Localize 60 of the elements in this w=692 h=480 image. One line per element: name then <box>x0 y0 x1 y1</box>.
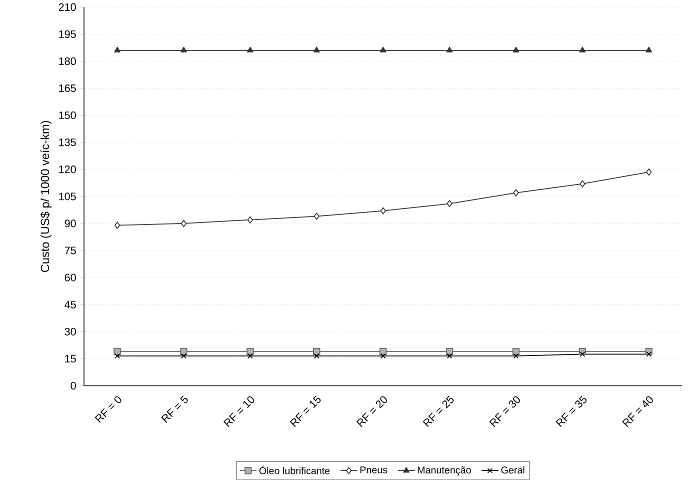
point <box>380 46 386 53</box>
point <box>114 348 121 356</box>
point <box>247 353 253 359</box>
y-tick-label: 45 <box>64 300 76 309</box>
x-tick-label: RF = 10 <box>223 396 254 428</box>
y-tick-label: 165 <box>59 84 76 92</box>
x-tick-label: RF = 25 <box>422 396 454 428</box>
x-tick-label: RF = 40 <box>622 396 653 428</box>
point <box>314 212 320 220</box>
point <box>114 353 120 359</box>
point <box>646 168 652 176</box>
point <box>314 353 320 359</box>
point <box>513 189 519 197</box>
x-tick-label: RF = 5 <box>161 396 188 423</box>
point <box>313 46 320 53</box>
y-tick-label: 120 <box>59 166 76 174</box>
y-tick-label: 210 <box>58 3 76 12</box>
point <box>180 348 188 356</box>
point <box>446 353 452 359</box>
point <box>246 46 254 53</box>
point <box>180 220 187 228</box>
point <box>114 222 120 229</box>
point <box>181 353 186 359</box>
x-tick-label: RF = 30 <box>489 396 520 428</box>
point <box>380 353 386 359</box>
legend-label: Óleo lubrificante <box>259 466 330 474</box>
x-tick-label: RF = 20 <box>356 396 388 428</box>
y-tick-label: 0 <box>70 382 76 390</box>
point <box>247 216 253 224</box>
legend-label: Manutenção <box>418 466 471 476</box>
y-tick-label: 195 <box>59 30 76 38</box>
y-tick-label: 135 <box>59 138 76 146</box>
point <box>446 200 452 208</box>
point <box>114 46 120 53</box>
point <box>380 207 386 215</box>
point <box>180 46 187 53</box>
point <box>646 352 652 357</box>
y-tick-label: 105 <box>59 192 76 200</box>
x-tick-label: RF = 15 <box>290 396 321 428</box>
y-tick-label: 75 <box>64 246 76 254</box>
x-tick-label: RF = 0 <box>94 396 122 423</box>
point <box>446 46 453 53</box>
point <box>313 348 320 356</box>
y-axis-title: Custo (US$ p/ 1000 veíc-km) <box>40 121 52 272</box>
y-tick-label: 30 <box>64 328 76 336</box>
y-tick-label: 150 <box>59 112 76 120</box>
legend-label: Geral <box>501 466 524 474</box>
point <box>513 353 519 359</box>
y-tick-label: 15 <box>65 355 76 363</box>
point <box>646 46 652 53</box>
legend-label: Pneus <box>360 466 388 474</box>
point <box>580 352 586 357</box>
point <box>512 46 520 53</box>
y-tick-label: 90 <box>64 220 76 228</box>
point <box>579 46 586 53</box>
point <box>580 180 586 188</box>
x-tick-label: RF = 35 <box>556 396 587 428</box>
y-tick-label: 60 <box>64 274 76 282</box>
y-tick-label: 180 <box>59 58 76 66</box>
point <box>246 348 254 356</box>
